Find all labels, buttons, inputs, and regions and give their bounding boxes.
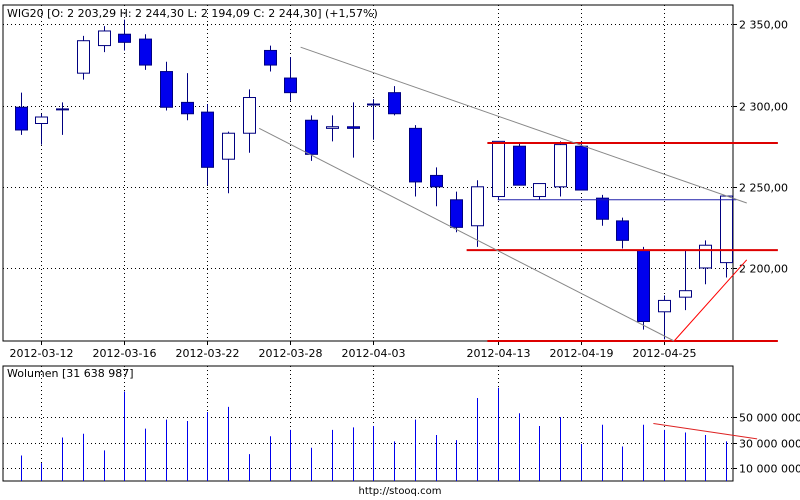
volume-plot-area [2,365,734,482]
candle-body [409,127,422,183]
candle-body [15,106,28,131]
candle-body [554,144,567,188]
volume-trendline [653,423,758,440]
volume-y-tick-label: 30 000 000 [739,438,800,451]
price-y-tick-label: 2 250,00 [739,182,788,195]
candle-body [699,244,712,269]
candle-body [243,97,256,134]
price-y-tick-label: 2 200,00 [739,263,788,276]
candle-body [575,145,588,191]
volume-y-tick-label: 50 000 000 [739,412,800,425]
candle-body [284,77,297,94]
trendline [673,259,748,342]
candle-body [471,186,484,227]
candle-body [118,33,131,43]
candle-body [430,174,443,188]
trendline [300,46,747,204]
price-y-tick-label: 2 300,00 [739,101,788,114]
candle-body [326,126,339,129]
price-x-tick-label: 2012-03-28 [259,347,323,360]
candle-body [222,132,235,160]
price-plot-area [2,4,734,342]
candle-body [181,101,194,115]
candle-body [616,220,629,241]
volume-header: Wolumen [31 638 987] [7,367,134,380]
price-x-tick-label: 2012-03-22 [176,347,240,360]
candle-body [77,40,90,74]
candle-body [264,49,277,66]
candle-body [596,197,609,220]
price-x-tick-label: 2012-04-03 [342,347,406,360]
candle-body [305,119,318,155]
price-panel: 2 200,00 2 250,00 2 300,00 2 350,00 2012-03-… [2,4,788,360]
candle-body [720,195,733,264]
candle-body [98,30,111,47]
price-x-tick-label: 2012-03-16 [93,347,157,360]
candle-body [56,108,69,111]
price-x-tick-label: 2012-04-19 [550,347,614,360]
trendline [258,127,675,342]
candle-body [533,183,546,198]
price-x-tick-label: 2012-03-12 [10,347,74,360]
price-x-tick-label: 2012-04-13 [467,347,531,360]
candle-body [201,111,214,168]
candle-body [492,140,505,198]
price-y-tick-label: 2 350,00 [739,19,788,32]
candle-body [658,299,671,313]
candle-body [637,249,650,323]
volume-y-tick-label: 10 000 000 [739,463,800,476]
candle-body [160,71,173,108]
source-link[interactable]: http://stooq.com [358,486,442,497]
candle-body [450,199,463,228]
candle-body [35,116,48,124]
price-header: WIG20 [O: 2 203,29 H: 2 244,30 L: 2 194,… [7,7,378,20]
price-x-tick-label: 2012-04-25 [633,347,697,360]
candle-body [388,92,401,115]
candle-body [679,290,692,298]
candle-body [367,103,380,106]
volume-panel: 10 000 000 30 000 000 50 000 000 [2,365,800,482]
candle-body [139,38,152,66]
candle-body [347,126,360,129]
candle-body [513,145,526,186]
